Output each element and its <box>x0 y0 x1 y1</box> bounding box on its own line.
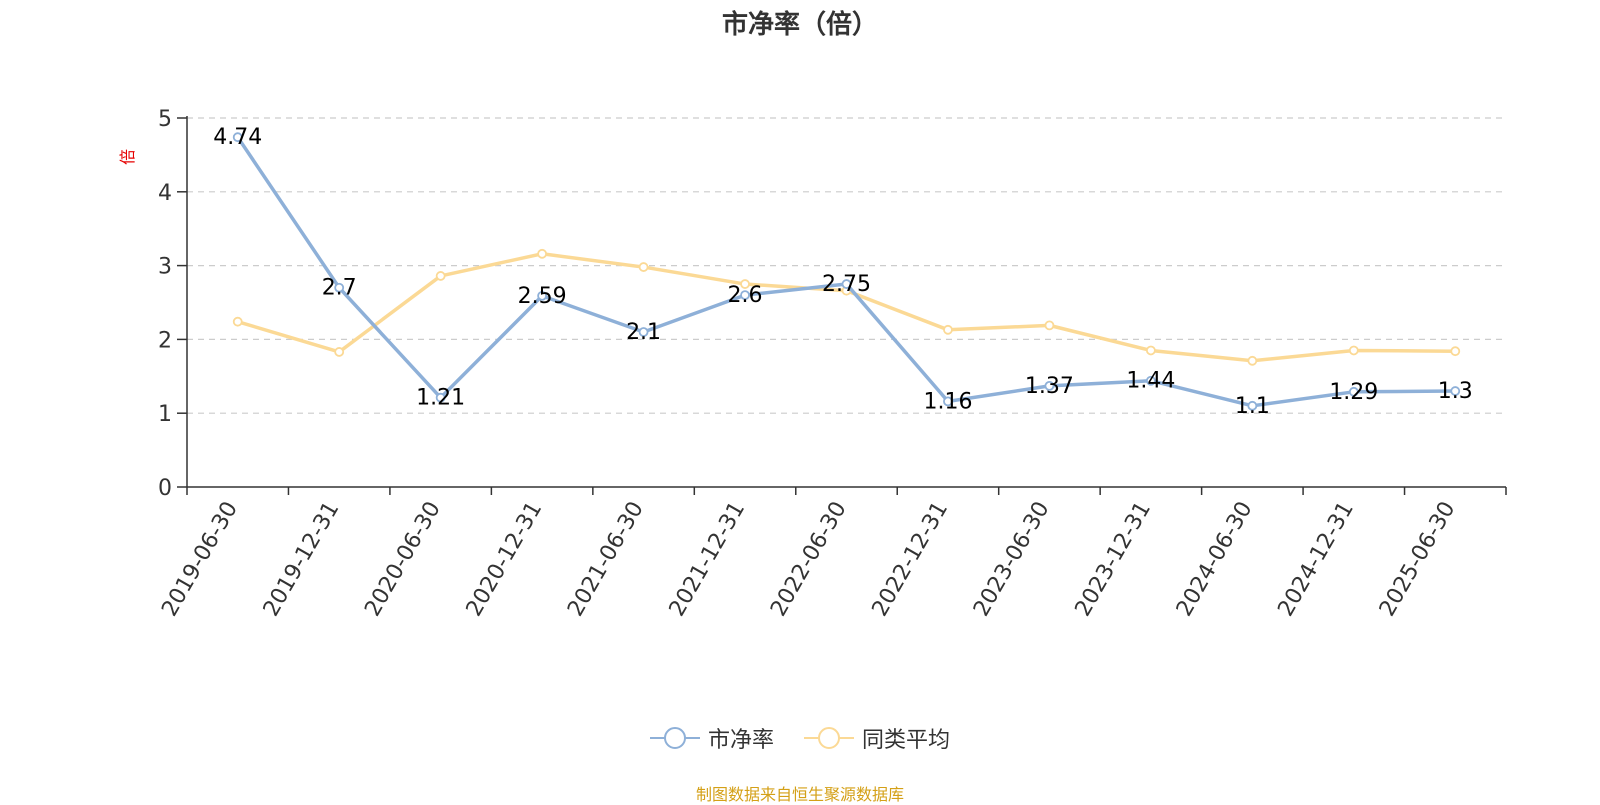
x-tick-label: 2022-12-31 <box>868 498 954 621</box>
x-tick-label: 2023-12-31 <box>1071 498 1157 621</box>
data-point-pb <box>1044 380 1055 391</box>
x-tick-label: 2024-12-31 <box>1273 498 1359 621</box>
data-label: 2.1 <box>626 320 661 345</box>
source-note: 制图数据来自恒生聚源数据库 <box>695 785 904 804</box>
data-point-peer-average <box>334 347 345 357</box>
x-tick-label: 2023-06-30 <box>969 498 1055 621</box>
x-tick-label: 2021-06-30 <box>563 498 649 621</box>
data-label: 1.37 <box>1025 374 1074 399</box>
y-tick-label: 2 <box>158 328 172 353</box>
data-label: 2.7 <box>322 276 357 301</box>
data-point-peer-average <box>943 324 953 335</box>
data-label: 2.6 <box>728 283 763 308</box>
x-tick-label: 2022-06-30 <box>766 498 852 621</box>
data-point-peer-average <box>435 271 446 281</box>
data-point-pb <box>232 132 243 143</box>
data-point-pb <box>1145 375 1156 386</box>
x-tick-label: 2019-12-31 <box>259 498 345 621</box>
y-axis-label: 倍 <box>118 149 137 165</box>
data-point-peer-average <box>1348 345 1359 356</box>
legend-label-peer-average: 同类平均 <box>862 728 951 753</box>
x-tick-label: 2025-06-30 <box>1375 498 1461 621</box>
data-label: 1.21 <box>416 386 465 411</box>
x-tick-label: 2021-12-31 <box>665 498 751 621</box>
x-tick-label: 2024-06-30 <box>1172 498 1258 621</box>
data-label: 2.59 <box>518 284 567 309</box>
data-point-pb <box>943 396 953 407</box>
legend-marker-icon <box>804 727 854 749</box>
data-point-peer-average <box>1145 345 1156 356</box>
chart-title: 市净率（倍） <box>721 10 878 40</box>
data-point-peer-average <box>1450 346 1461 357</box>
x-tick-label: 2019-06-30 <box>157 498 243 621</box>
data-point-pb <box>537 290 548 301</box>
legend-marker-icon <box>649 727 700 749</box>
data-label: 1.44 <box>1126 369 1175 394</box>
x-tick-label: 2020-06-30 <box>360 497 446 620</box>
grid-lines <box>187 117 1506 414</box>
data-point-pb <box>1348 386 1359 397</box>
data-label: 1.29 <box>1329 380 1378 405</box>
data-labels: 4.74 2.7 1.21 2.59 2.1 2.6 2.75 1.16 1.37 1.44 1.1… <box>213 125 1473 419</box>
data-point-pb <box>334 282 345 293</box>
series-lines <box>232 132 1461 411</box>
data-point-peer-average <box>1247 355 1258 366</box>
data-label: 2.75 <box>822 272 871 297</box>
data-point-peer-average <box>740 279 750 289</box>
legend-item-peer-average[interactable]: 同类平均 <box>804 722 950 754</box>
data-point-pb <box>1247 400 1258 411</box>
y-tick-label: 1 <box>158 402 172 427</box>
y-tick-label: 5 <box>158 107 172 132</box>
data-point-pb <box>638 327 649 337</box>
data-label: 1.1 <box>1235 394 1270 419</box>
data-point-peer-average <box>1044 320 1055 331</box>
data-point-peer-average <box>638 262 649 272</box>
data-label: 1.16 <box>923 389 972 414</box>
y-tick-label: 4 <box>158 181 172 206</box>
data-point-peer-average <box>232 316 243 327</box>
y-tick-label: 0 <box>158 476 172 501</box>
y-tick-label: 3 <box>158 255 172 280</box>
legend: 市净率 同类平均 <box>0 722 1600 754</box>
data-point-pb <box>1450 386 1461 396</box>
data-label: 1.3 <box>1438 379 1473 404</box>
data-point-peer-average <box>537 248 548 259</box>
legend-item-pb[interactable]: 市净率 <box>649 722 774 754</box>
data-point-pb <box>740 290 750 301</box>
x-tick-label: 2020-12-31 <box>462 498 548 621</box>
series-line-peer-average <box>237 252 1456 363</box>
data-label: 4.74 <box>213 125 262 150</box>
data-point-pb <box>841 279 852 289</box>
data-point-pb <box>435 392 446 403</box>
legend-label-pb: 市净率 <box>707 728 774 753</box>
